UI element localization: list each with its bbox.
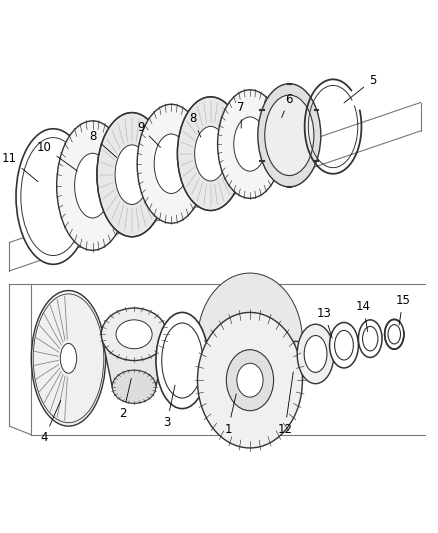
Ellipse shape <box>57 121 128 251</box>
Ellipse shape <box>265 95 314 175</box>
Ellipse shape <box>101 308 167 360</box>
Ellipse shape <box>16 129 90 264</box>
Ellipse shape <box>116 320 152 349</box>
Text: 8: 8 <box>189 112 201 137</box>
Ellipse shape <box>218 90 283 198</box>
Polygon shape <box>101 334 167 387</box>
Ellipse shape <box>154 134 188 193</box>
Text: 5: 5 <box>344 74 376 103</box>
Ellipse shape <box>162 323 203 398</box>
Ellipse shape <box>198 273 303 409</box>
Ellipse shape <box>388 325 400 344</box>
Ellipse shape <box>237 364 263 397</box>
Text: 10: 10 <box>37 141 77 171</box>
Text: 8: 8 <box>89 130 117 158</box>
Text: 15: 15 <box>396 294 410 325</box>
Ellipse shape <box>234 117 266 171</box>
Ellipse shape <box>358 320 382 358</box>
Text: 9: 9 <box>137 121 161 147</box>
Ellipse shape <box>258 84 321 187</box>
Ellipse shape <box>60 343 77 373</box>
Ellipse shape <box>21 138 85 255</box>
Ellipse shape <box>297 324 334 384</box>
Ellipse shape <box>198 312 303 448</box>
Text: 3: 3 <box>163 385 175 429</box>
Ellipse shape <box>335 330 353 360</box>
Ellipse shape <box>385 319 404 349</box>
Text: 2: 2 <box>120 378 131 421</box>
Text: 11: 11 <box>2 151 38 182</box>
Text: 12: 12 <box>277 372 293 435</box>
Ellipse shape <box>194 126 226 181</box>
Polygon shape <box>198 341 303 380</box>
Ellipse shape <box>74 154 110 218</box>
Text: 13: 13 <box>317 307 332 338</box>
Ellipse shape <box>156 312 208 409</box>
Ellipse shape <box>97 112 167 237</box>
Ellipse shape <box>177 97 244 211</box>
Ellipse shape <box>32 290 106 426</box>
Ellipse shape <box>112 370 156 403</box>
Ellipse shape <box>137 104 205 223</box>
Ellipse shape <box>226 350 274 411</box>
Text: 14: 14 <box>356 300 371 332</box>
Text: 1: 1 <box>224 394 236 435</box>
Text: 4: 4 <box>41 400 61 445</box>
Ellipse shape <box>363 326 378 351</box>
Text: 7: 7 <box>237 101 245 128</box>
Ellipse shape <box>329 322 358 368</box>
Ellipse shape <box>115 145 148 205</box>
Ellipse shape <box>304 335 327 373</box>
Text: 6: 6 <box>282 93 293 117</box>
